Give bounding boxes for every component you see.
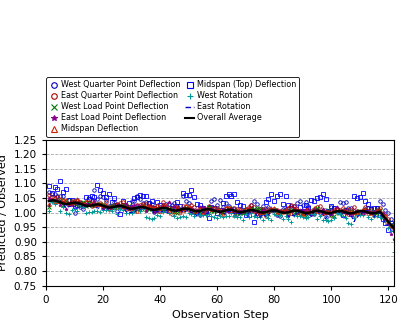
X-axis label: Observation Step: Observation Step	[172, 310, 268, 320]
Y-axis label: Predicted / Observed: Predicted / Observed	[0, 154, 8, 271]
Legend: West Quarter Point Deflection, East Quarter Point Deflection, West Load Point De: West Quarter Point Deflection, East Quar…	[46, 77, 299, 137]
